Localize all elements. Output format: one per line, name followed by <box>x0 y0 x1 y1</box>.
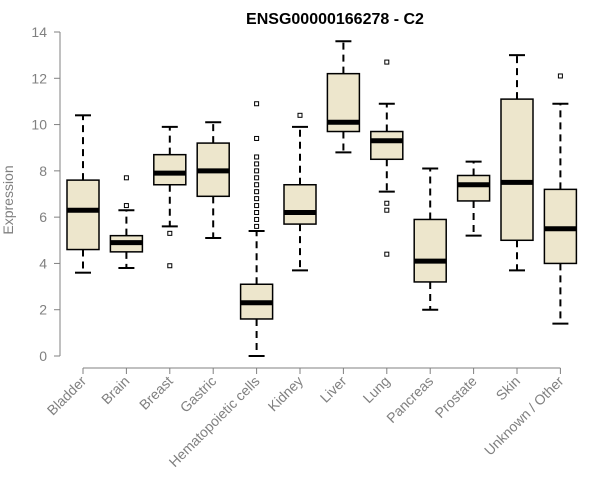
y-tick-label: 10 <box>31 117 47 133</box>
y-tick-label: 4 <box>39 255 47 271</box>
y-tick-label: 12 <box>31 70 47 86</box>
x-tick-label: Gastric <box>177 373 220 416</box>
outlier-point <box>254 135 260 141</box>
outlier-point <box>254 216 260 222</box>
outlier-point <box>254 203 260 209</box>
outlier-point <box>254 189 260 195</box>
outlier-point <box>384 59 390 65</box>
x-tick-label: Bladder <box>44 373 90 419</box>
box-iqr <box>413 218 447 283</box>
y-tick-label: 0 <box>39 348 47 364</box>
y-axis: 0 2 4 6 8 10 12 14 <box>31 24 61 364</box>
chart-title: ENSG00000166278 - C2 <box>246 11 424 28</box>
box-skin <box>500 54 534 272</box>
outlier-point <box>254 210 260 216</box>
box-prostate <box>456 160 491 237</box>
outlier-point <box>123 175 129 181</box>
box-lung <box>370 59 404 257</box>
x-tick-label: Unknown / Other <box>481 373 567 459</box>
y-tick-label: 2 <box>39 302 47 318</box>
box-iqr <box>153 153 187 186</box>
box-breast <box>153 125 187 269</box>
boxes-group <box>66 40 578 357</box>
y-tick-label: 14 <box>31 24 47 40</box>
box-iqr <box>370 130 404 161</box>
x-tick-label: Prostate <box>432 373 480 421</box>
outlier-point <box>254 196 260 202</box>
outlier-point <box>254 168 260 174</box>
outlier-point <box>254 175 260 181</box>
box-hematopoietic-cells <box>239 101 274 357</box>
outlier-point <box>384 200 390 206</box>
box-gastric <box>196 121 230 239</box>
x-tick-label: Skin <box>493 373 524 404</box>
outlier-point <box>254 161 260 167</box>
x-tick-label: Lung <box>360 373 393 406</box>
x-tick-label: Kidney <box>265 373 307 415</box>
outlier-point <box>254 182 260 188</box>
outlier-point <box>123 203 129 209</box>
outlier-point <box>297 112 303 118</box>
x-tick-label: Breast <box>136 373 176 413</box>
outlier-point <box>254 154 260 160</box>
x-tick-label: Liver <box>317 373 350 406</box>
box-liver <box>326 40 361 154</box>
box-brain <box>109 175 144 270</box>
box-iqr <box>456 174 491 202</box>
outlier-point <box>384 207 390 213</box>
box-bladder <box>66 114 100 274</box>
box-unknown-other <box>543 73 578 325</box>
box-iqr <box>66 179 100 251</box>
y-tick-label: 8 <box>39 163 47 179</box>
box-iqr <box>500 98 534 242</box>
outlier-point <box>254 223 260 229</box>
outlier-point <box>557 73 563 79</box>
box-kidney <box>283 112 317 272</box>
outlier-point <box>167 263 173 269</box>
outlier-point <box>254 101 260 107</box>
y-tick-label: 6 <box>39 209 47 225</box>
box-pancreas <box>413 167 447 311</box>
outlier-point <box>384 251 390 257</box>
box-iqr <box>283 183 317 225</box>
y-axis-label: Expression <box>0 165 16 234</box>
outlier-point <box>167 230 173 236</box>
x-tick-label: Brain <box>98 373 132 407</box>
x-tick-label: Pancreas <box>383 373 436 426</box>
